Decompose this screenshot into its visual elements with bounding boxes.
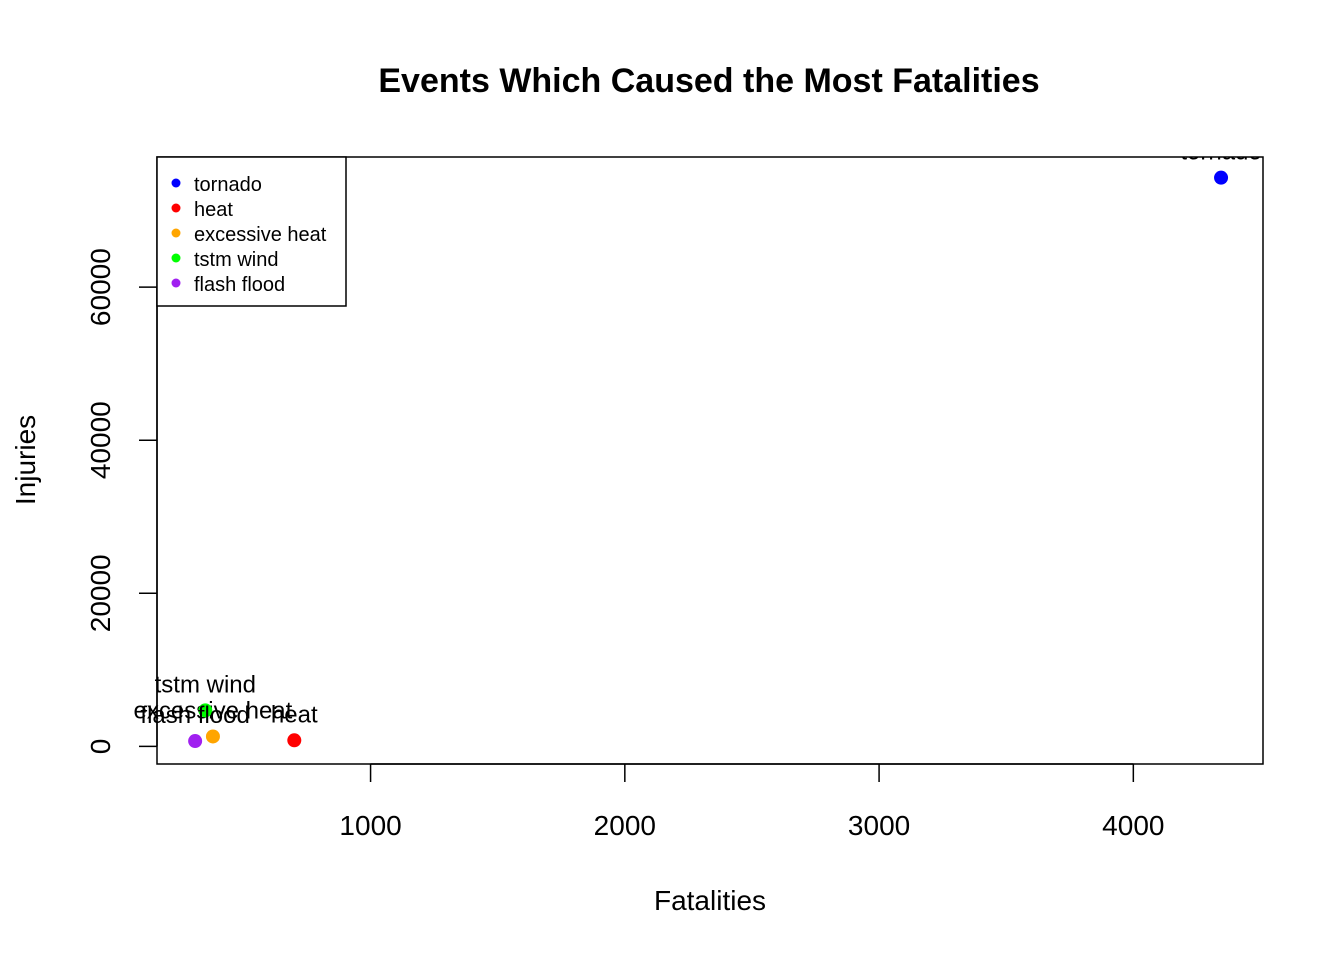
point-excessive-heat <box>205 729 220 744</box>
y-axis: 0 20000 40000 60000 <box>85 248 158 755</box>
chart-title: Events Which Caused the Most Fatalities <box>378 62 1039 100</box>
y-tick-label: 60000 <box>85 248 116 326</box>
point-label: flash flood <box>140 702 249 729</box>
legend-marker <box>171 203 181 213</box>
x-tick-label: 2000 <box>594 810 656 841</box>
legend-entry: tstm wind <box>194 249 278 271</box>
x-axis-title: Fatalities <box>654 885 766 916</box>
legend-entry: heat <box>194 199 233 221</box>
point-tornado <box>1214 170 1229 185</box>
y-tick-label: 20000 <box>85 554 116 632</box>
point-flash-flood <box>188 734 203 749</box>
point-label: tstm wind <box>155 671 256 698</box>
legend-box <box>156 156 347 307</box>
legend-marker <box>171 228 181 238</box>
legend-marker <box>171 253 181 263</box>
legend-entry: tornado <box>194 174 262 196</box>
point-tstm-wind <box>198 703 213 718</box>
x-tick-label: 4000 <box>1102 810 1164 841</box>
x-tick-label: 3000 <box>848 810 910 841</box>
point-heat <box>287 733 302 748</box>
legend-marker <box>171 178 181 188</box>
legend-entry: flash flood <box>194 274 285 296</box>
x-axis: 1000 2000 3000 4000 <box>339 763 1164 841</box>
legend-marker <box>171 278 181 288</box>
legend: tornado heat excessive heat tstm wind flash … <box>156 156 347 307</box>
x-tick-label: 1000 <box>339 810 401 841</box>
y-axis-title: Injuries <box>10 415 41 505</box>
point-label: heat <box>271 701 318 728</box>
legend-entry: excessive heat <box>194 224 327 246</box>
point-label: excessive heat <box>134 697 293 724</box>
y-tick-label: 40000 <box>85 401 116 479</box>
point-label: tornado <box>1180 139 1261 166</box>
y-tick-label: 0 <box>85 739 116 755</box>
